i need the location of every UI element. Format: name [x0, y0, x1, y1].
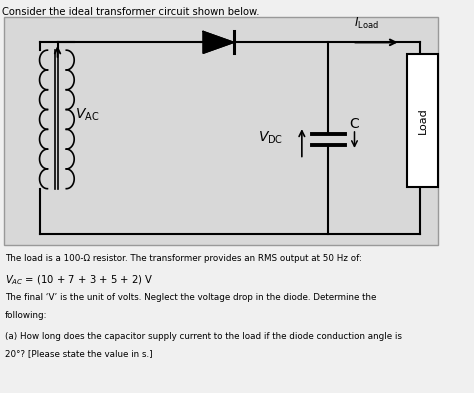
Text: (a) How long does the capacitor supply current to the load if the diode conducti: (a) How long does the capacitor supply c… — [5, 332, 402, 341]
Bar — [4, 17, 438, 245]
Text: $V_{\rm DC}$: $V_{\rm DC}$ — [258, 130, 283, 146]
Text: C: C — [349, 117, 359, 130]
Text: following:: following: — [5, 311, 47, 320]
Text: $V_{AC}$ = (10 + 7 + 3 + 5 + 2) V: $V_{AC}$ = (10 + 7 + 3 + 5 + 2) V — [5, 274, 153, 287]
Bar — [407, 54, 438, 187]
Text: $V_{\rm AC}$: $V_{\rm AC}$ — [75, 107, 100, 123]
Text: Consider the ideal transformer circuit shown below.: Consider the ideal transformer circuit s… — [2, 7, 260, 17]
Text: The final ‘V’ is the unit of volts. Neglect the voltage drop in the diode. Deter: The final ‘V’ is the unit of volts. Negl… — [5, 293, 376, 302]
Text: $I_{\rm Load}$: $I_{\rm Load}$ — [355, 17, 379, 31]
Polygon shape — [203, 31, 234, 53]
Text: The load is a 100-Ω resistor. The transformer provides an RMS output at 50 Hz of: The load is a 100-Ω resistor. The transf… — [5, 254, 362, 263]
Text: Load: Load — [418, 107, 428, 134]
Text: 20°? [Please state the value in s.]: 20°? [Please state the value in s.] — [5, 349, 153, 358]
